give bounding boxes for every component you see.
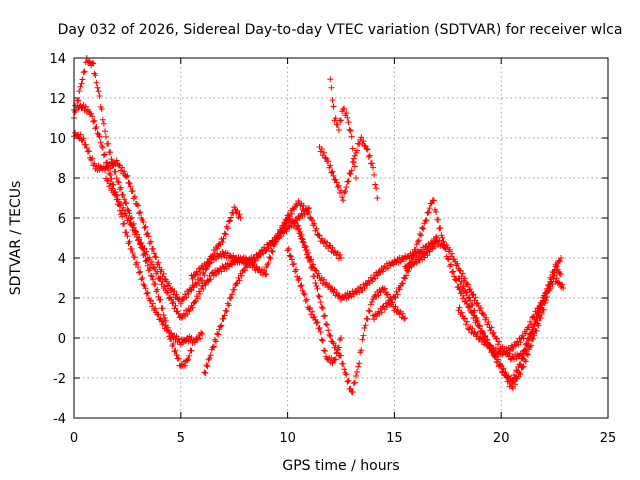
series-markers — [188, 198, 344, 282]
series-markers — [201, 205, 312, 376]
x-axis-label: GPS time / hours — [282, 458, 399, 474]
x-tick-label: 10 — [279, 431, 296, 446]
series-sat-i — [284, 245, 344, 367]
series-markers — [295, 225, 409, 396]
series-markers — [284, 245, 344, 367]
y-tick-label: 2 — [58, 292, 66, 307]
y-axis-label: SDTVAR / TECUs — [8, 181, 24, 296]
y-axis-ticks: -4 -2 0 2 4 6 8 10 12 14 — [49, 52, 608, 427]
chart-title: Day 032 of 2026, Sidereal Day-to-day VTE… — [58, 22, 623, 38]
y-tick-label: 4 — [58, 252, 66, 267]
y-tick-label: 6 — [58, 212, 66, 227]
y-tick-label: 10 — [49, 132, 66, 147]
series-sat-e — [201, 205, 312, 376]
data-points — [71, 55, 567, 396]
y-tick-label: 8 — [58, 172, 66, 187]
series-markers — [316, 134, 381, 204]
series-sat-h — [295, 225, 409, 396]
series-markers — [455, 255, 564, 392]
y-tick-label: -4 — [53, 412, 66, 427]
y-tick-label: 14 — [49, 52, 66, 67]
x-tick-label: 20 — [493, 431, 510, 446]
x-tick-label: 0 — [70, 431, 78, 446]
y-tick-label: 0 — [58, 332, 66, 347]
x-axis-ticks: 0 5 10 15 20 25 — [70, 58, 616, 446]
series-sat-o — [455, 294, 547, 358]
series-sat-k — [316, 134, 381, 204]
series-sat-m — [402, 237, 567, 363]
series-markers — [455, 294, 547, 358]
y-tick-label: -2 — [53, 372, 66, 387]
y-tick-label: 12 — [49, 92, 66, 107]
series-sat-j — [327, 76, 359, 181]
x-tick-label: 15 — [386, 431, 403, 446]
x-tick-label: 25 — [600, 431, 617, 446]
series-markers — [327, 76, 359, 181]
series-markers — [402, 237, 567, 363]
series-sat-n — [455, 255, 564, 392]
series-sat-f — [188, 198, 344, 282]
x-tick-label: 5 — [177, 431, 185, 446]
plot-frame — [73, 57, 609, 419]
